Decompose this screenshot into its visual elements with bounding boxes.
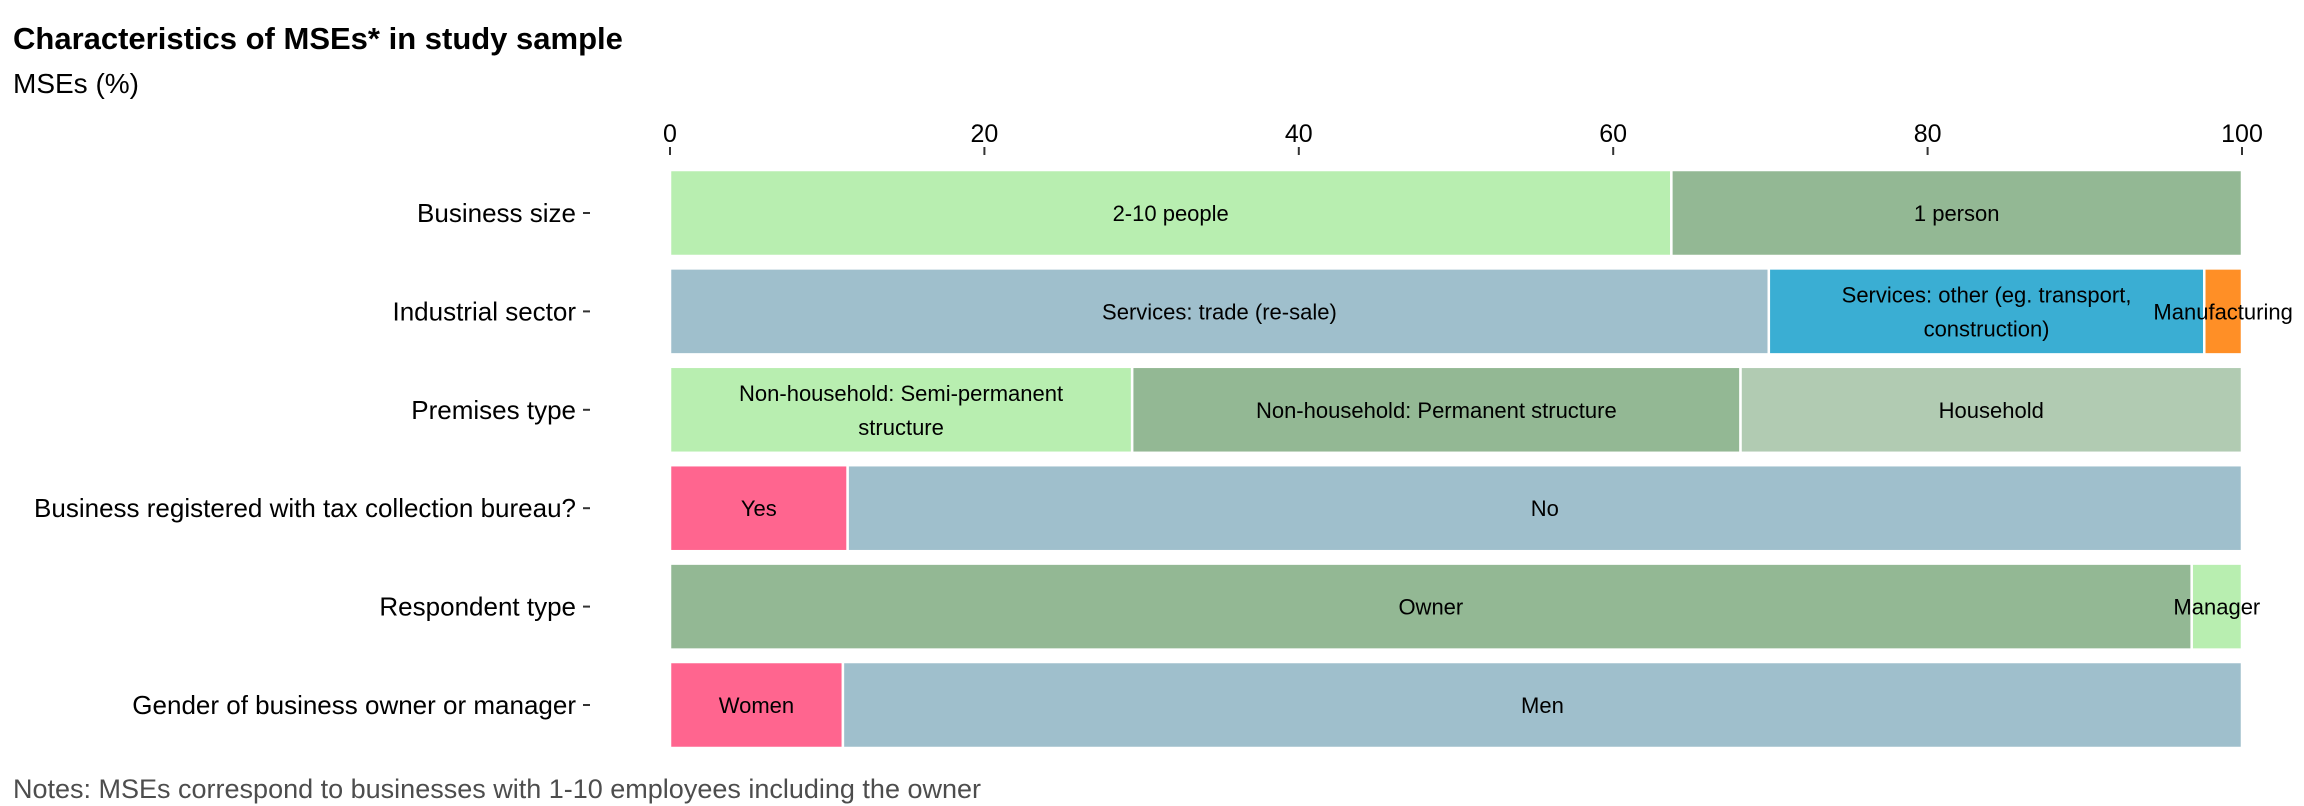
x-tick-label: 60	[1599, 120, 1627, 148]
category-label: Gender of business owner or manager	[132, 690, 576, 720]
y-axis: Business size Industrial sector Premises t…	[34, 198, 590, 720]
x-tick-label: 100	[2221, 120, 2263, 148]
segment-label: Men	[1521, 693, 1564, 718]
category-label: Business size	[417, 198, 576, 228]
segment-label: Household	[1939, 398, 2044, 423]
segment-label: Non-household: Permanent structure	[1256, 398, 1617, 423]
segment-label: No	[1531, 496, 1559, 521]
bars: 2-10 people 1 person Services: trade (re-s…	[668, 168, 2293, 750]
chart-subtitle: MSEs (%)	[13, 68, 139, 99]
category-label: Business registered with tax collection …	[34, 493, 576, 523]
segment-label: Services: other (eg. transport, construct…	[1842, 282, 2132, 341]
bar-segment	[841, 660, 2244, 750]
bar-segment	[1739, 365, 2244, 455]
x-tick-label: 40	[1285, 120, 1313, 148]
segment-label: 1 person	[1914, 201, 2000, 226]
segment-label: Manager	[2173, 595, 2260, 620]
chart-note: Notes: MSEs correspond to businesses wit…	[13, 774, 981, 804]
segment-label: Non-household: Semi-permanent structure	[739, 381, 1063, 440]
x-tick-label: 20	[970, 120, 998, 148]
segment-label: Yes	[741, 496, 777, 521]
bar-segment	[1767, 267, 2206, 356]
segment-label: 2-10 people	[1113, 201, 1229, 226]
bar-segment	[668, 168, 1673, 258]
segment-label: Manufacturing	[2153, 299, 2292, 324]
category-label: Respondent type	[379, 592, 576, 622]
segment-label: Women	[719, 693, 794, 718]
x-axis: 0 20 40 60 80 100	[663, 120, 2263, 155]
category-label: Industrial sector	[392, 296, 576, 326]
bar-segment	[2203, 267, 2244, 356]
bar-segment	[668, 365, 1134, 455]
category-label: Premises type	[411, 395, 576, 425]
bar-segment	[2190, 562, 2244, 651]
chart-title: Characteristics of MSEs* in study sample	[13, 21, 623, 56]
bar-segment	[1670, 168, 2244, 258]
segment-label: Services: trade (re-sale)	[1102, 299, 1337, 324]
x-tick-label: 0	[663, 120, 677, 148]
segment-label: Owner	[1398, 595, 1463, 620]
x-tick-label: 80	[1914, 120, 1942, 148]
bar-segment	[846, 463, 2244, 553]
